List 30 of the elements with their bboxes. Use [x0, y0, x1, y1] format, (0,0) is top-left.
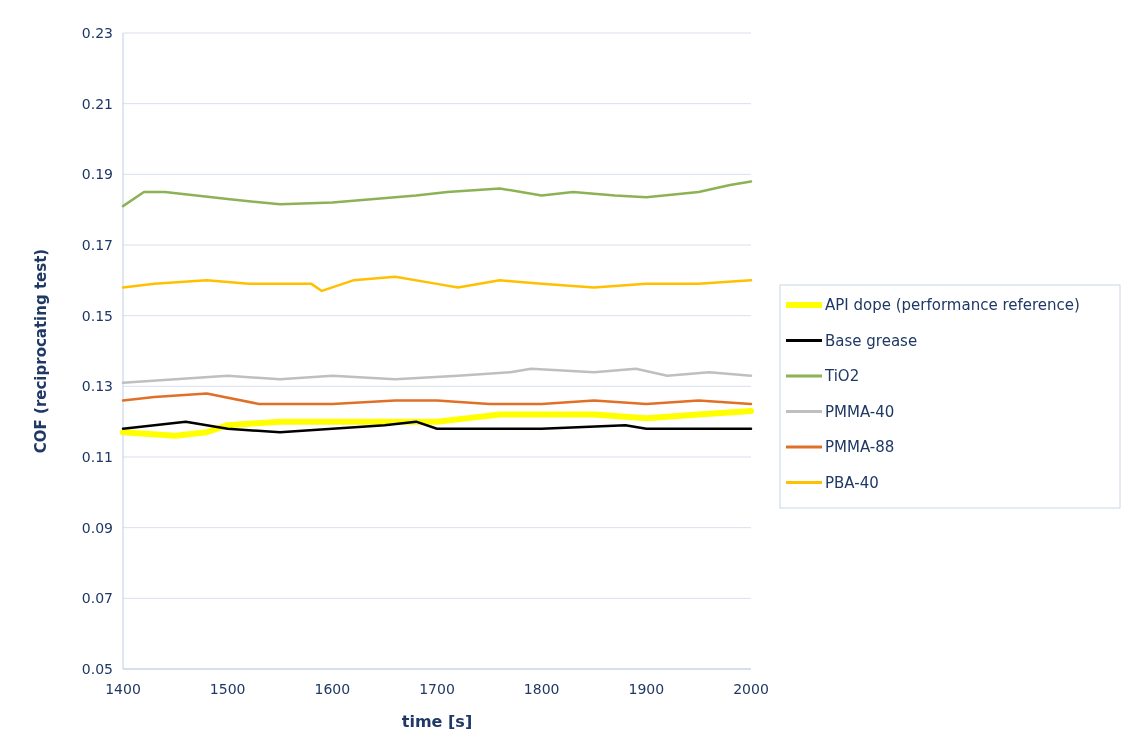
y-tick-label: 0.09: [81, 519, 113, 536]
x-tick-label: 1900: [628, 681, 665, 697]
x-tick-label: 2000: [733, 681, 769, 697]
y-tick-label: 0.23: [81, 24, 113, 41]
line-series: [121, 275, 753, 293]
legend-label: Base grease: [825, 331, 918, 350]
x-tick-label: 1800: [523, 681, 560, 697]
y-tick-label: 0.21: [81, 95, 113, 112]
y-tick-label: 0.07: [81, 590, 113, 607]
legend-label: PMMA-88: [825, 438, 895, 457]
y-tick-label: 0.13: [81, 378, 113, 395]
y-tick-label: 0.11: [81, 448, 113, 465]
line-series: [121, 392, 753, 406]
x-tick-label: 1600: [314, 681, 351, 697]
x-axis-title: time [s]: [401, 712, 473, 731]
x-tick-label: 1400: [105, 681, 141, 697]
x-tick-label: 1500: [209, 681, 246, 697]
legend-label: TiO2: [824, 367, 860, 386]
line-series: [121, 420, 753, 434]
y-tick-label: 0.15: [81, 307, 113, 324]
y-tick-label: 0.17: [81, 236, 113, 253]
legend-label: API dope (performance reference): [825, 296, 1080, 315]
line-series: [121, 180, 753, 208]
y-tick-label: 0.19: [81, 166, 113, 183]
legend-label: PBA-40: [825, 473, 879, 492]
line-series: [121, 367, 753, 385]
x-tick-label: 1700: [419, 681, 455, 697]
y-tick-label: 0.05: [81, 660, 113, 677]
y-axis-title: COF (reciprocating test): [32, 248, 50, 454]
legend-label: PMMA-40: [825, 402, 895, 421]
